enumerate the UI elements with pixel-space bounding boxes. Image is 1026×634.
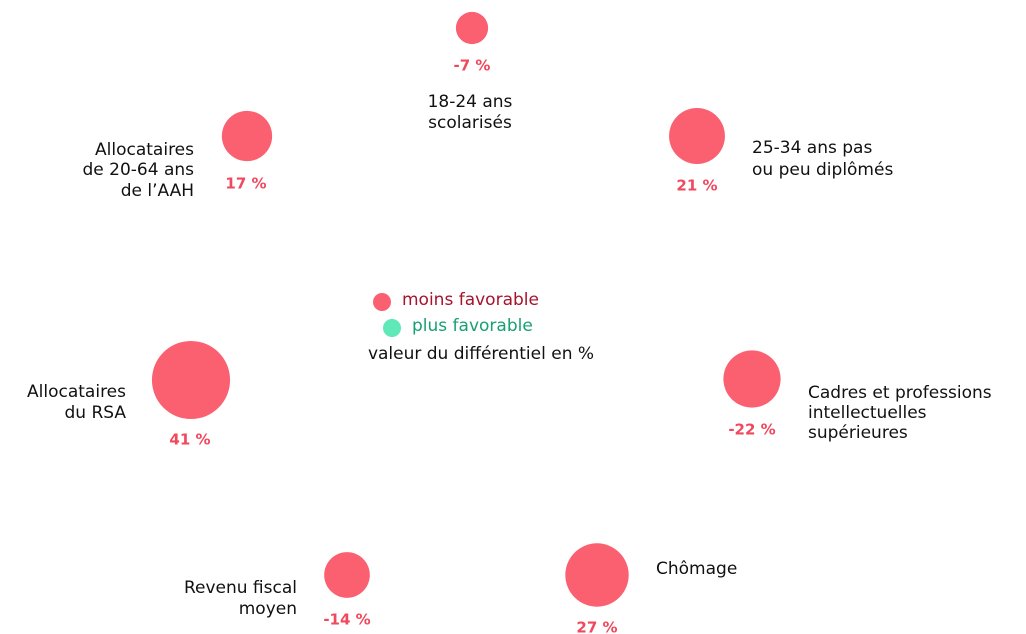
bubble (723, 350, 781, 408)
bubble (324, 552, 370, 598)
value-label: -22 % (728, 421, 775, 439)
category-label: de 20-64 ans (82, 160, 194, 180)
legend-title: valeur du différentiel en % (368, 344, 594, 364)
category-label: supérieures (808, 423, 908, 443)
category-label: 18-24 ans (428, 92, 513, 112)
bubble (221, 110, 273, 162)
bubble (669, 108, 725, 164)
value-label: 41 % (169, 431, 210, 449)
category-label: ou peu diplômés (752, 160, 893, 180)
bubble (455, 11, 489, 45)
category-label: scolarisés (428, 113, 512, 133)
category-label: de l’AAH (121, 181, 194, 201)
category-label: du RSA (64, 403, 126, 423)
value-label: 27 % (576, 619, 617, 634)
bubble (151, 340, 231, 420)
value-label: -7 % (454, 57, 491, 75)
legend-label: moins favorable (402, 290, 539, 310)
category-label: 25-34 ans pas (752, 138, 872, 158)
value-label: 17 % (225, 175, 266, 193)
category-label: Cadres et professions (808, 383, 992, 403)
legend-label: plus favorable (412, 316, 533, 336)
category-label: moyen (239, 599, 297, 619)
category-label: Revenu fiscal (184, 578, 297, 598)
legend-marker (373, 293, 391, 311)
category-label: Allocataires (27, 382, 126, 402)
category-label: Chômage (656, 559, 737, 579)
category-label: intellectuelles (808, 403, 927, 423)
value-label: 21 % (676, 177, 717, 195)
value-label: -14 % (323, 611, 370, 629)
bubble (565, 543, 629, 607)
legend-marker (383, 319, 401, 337)
category-label: Allocataires (95, 140, 194, 160)
